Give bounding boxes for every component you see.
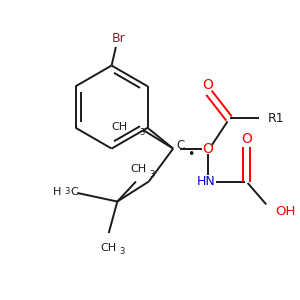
Text: O: O xyxy=(202,142,213,156)
Text: •: • xyxy=(187,148,195,161)
Text: 3: 3 xyxy=(149,169,154,178)
Text: C: C xyxy=(70,187,78,196)
Text: O: O xyxy=(202,78,213,92)
Text: 3: 3 xyxy=(65,187,70,196)
Text: O: O xyxy=(241,132,252,146)
Text: C: C xyxy=(177,139,185,152)
Text: H: H xyxy=(53,187,61,196)
Text: CH: CH xyxy=(101,243,117,253)
Text: CH: CH xyxy=(131,164,147,174)
Text: HN: HN xyxy=(197,175,215,188)
Text: OH: OH xyxy=(275,205,295,218)
Text: Br: Br xyxy=(112,32,126,45)
Text: 3: 3 xyxy=(140,128,145,137)
Text: CH: CH xyxy=(111,122,127,132)
Text: 3: 3 xyxy=(119,248,124,256)
Text: R1: R1 xyxy=(268,112,284,125)
